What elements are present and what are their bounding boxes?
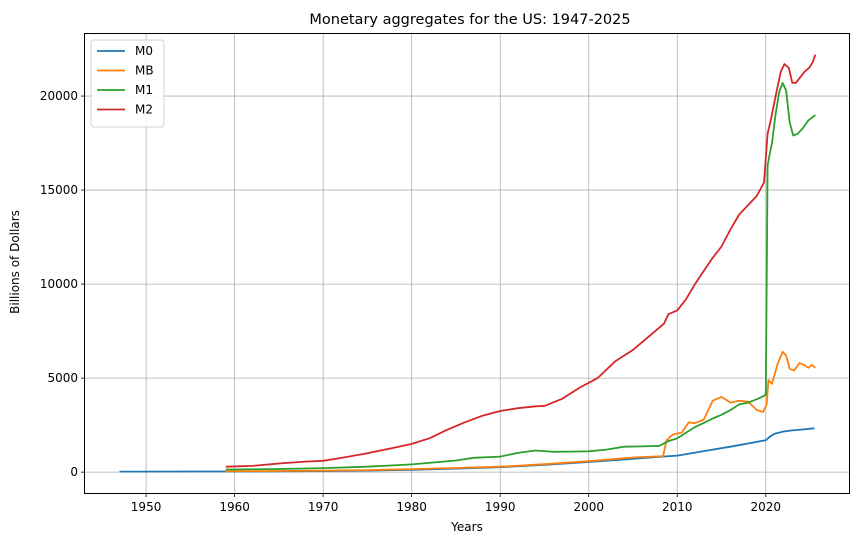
y-tick-label: 15000 [40,183,78,197]
series-lines [119,54,817,473]
legend-box [90,39,165,128]
y-tick-label: 5000 [47,371,78,385]
plot-frame [84,33,850,494]
y-tick-label: 20000 [40,89,78,103]
legend-label-m2: M2 [135,103,153,117]
y-tick-label: 0 [70,465,78,479]
y-axis-label: Billions of Dollars [8,210,22,314]
x-tick-label: 1990 [485,500,516,514]
series-line-mb [225,350,816,473]
x-tick-label: 2000 [573,500,604,514]
series-line-m2 [225,54,817,468]
x-tick-label: 1950 [131,500,162,514]
x-tick-label: 1970 [308,500,339,514]
legend: M0 MB M1 M2 [90,39,165,128]
x-tick-label: 1960 [219,500,250,514]
x-tick-label: 2020 [751,500,782,514]
y-tick-label: 10000 [40,277,78,291]
legend-label-m0: M0 [135,44,153,58]
x-axis-label: Years [450,520,483,534]
legend-label-m1: M1 [135,83,153,97]
x-tick-label: 1980 [396,500,427,514]
legend-label-mb: MB [135,64,154,78]
x-tick-label: 2010 [662,500,693,514]
chart-title: Monetary aggregates for the US: 1947-202… [309,12,630,28]
series-line-m1 [225,82,816,471]
axis-ticks: 1950 1960 1970 1980 1990 2000 2010 2020 0 5000 100… [40,89,781,514]
